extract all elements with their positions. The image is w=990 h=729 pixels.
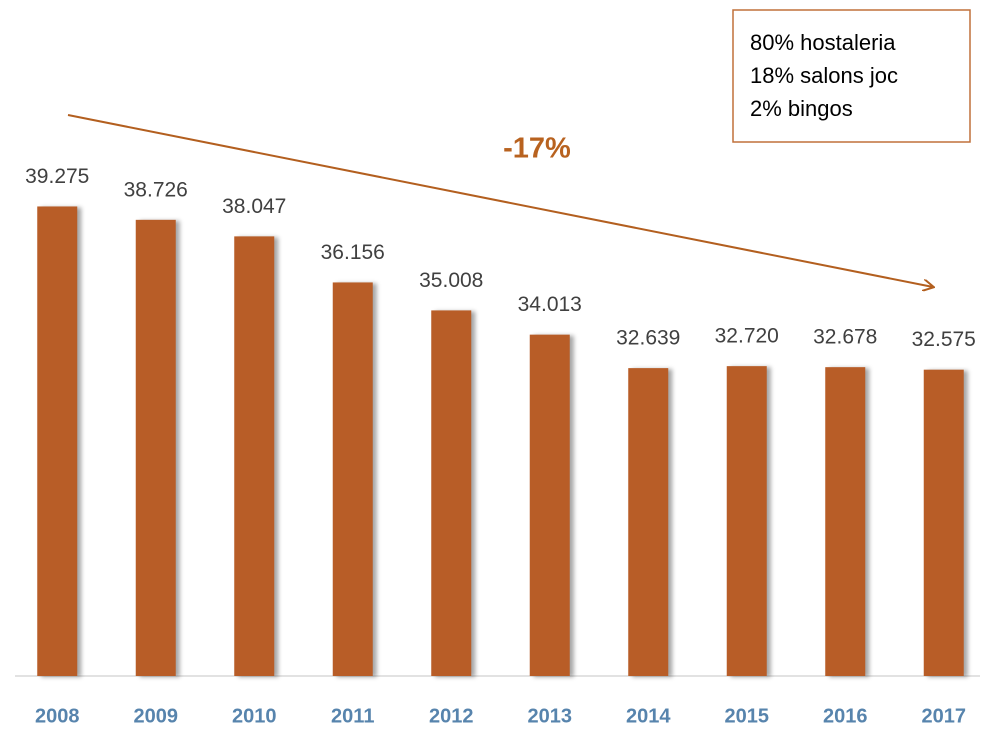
bar bbox=[37, 206, 78, 676]
bar bbox=[135, 219, 176, 676]
value-label: 38.047 bbox=[222, 195, 286, 218]
trend-arrow bbox=[67, 114, 933, 287]
x-tick-label: 2013 bbox=[528, 705, 573, 727]
note-line: 18% salons joc bbox=[750, 63, 898, 88]
value-label: 36.156 bbox=[321, 241, 385, 264]
value-label: 32.575 bbox=[912, 328, 976, 351]
bar bbox=[332, 282, 373, 676]
x-tick-label: 2012 bbox=[429, 705, 474, 727]
bar bbox=[628, 368, 669, 676]
value-label: 38.726 bbox=[124, 178, 188, 201]
value-label: 35.008 bbox=[419, 269, 483, 292]
x-tick-label: 2008 bbox=[35, 705, 80, 727]
bar bbox=[234, 236, 275, 677]
x-tick-label: 2014 bbox=[626, 705, 671, 727]
bar bbox=[726, 366, 767, 676]
x-tick-label: 2011 bbox=[331, 705, 374, 727]
value-label: 39.275 bbox=[25, 165, 89, 188]
bar bbox=[923, 369, 964, 676]
value-label: 32.678 bbox=[813, 326, 877, 349]
bar bbox=[825, 367, 866, 676]
x-tick-label: 2016 bbox=[823, 705, 868, 727]
note-line: 80% hostaleria bbox=[750, 30, 896, 55]
x-tick-label: 2010 bbox=[232, 705, 277, 727]
x-tick-label: 2017 bbox=[922, 705, 967, 727]
value-label: 32.720 bbox=[715, 325, 779, 348]
note-box bbox=[732, 9, 971, 143]
bar bbox=[529, 334, 570, 676]
note-line: 2% bingos bbox=[750, 96, 853, 121]
x-tick-label: 2015 bbox=[725, 705, 770, 727]
x-tick-label: 2009 bbox=[134, 705, 179, 727]
value-label: 34.013 bbox=[518, 293, 582, 316]
bar bbox=[431, 310, 472, 676]
value-label: 32.639 bbox=[616, 327, 680, 350]
annotation: -17% bbox=[503, 133, 571, 165]
